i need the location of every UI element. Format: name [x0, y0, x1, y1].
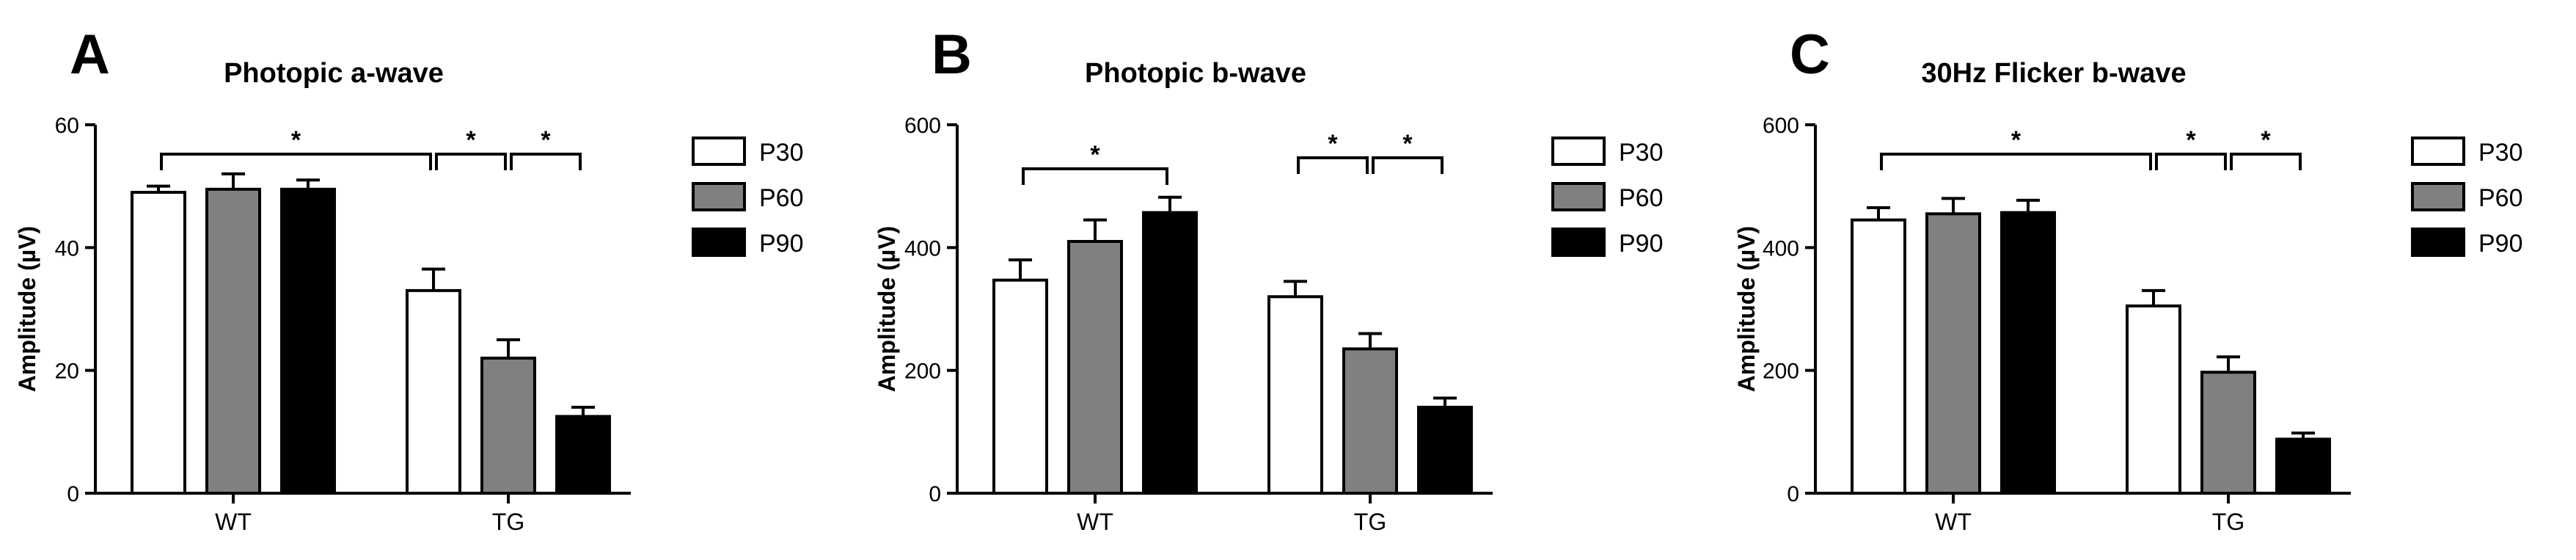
bar-wt-p60	[1067, 239, 1123, 495]
x-tick-label: TG	[492, 509, 524, 535]
panel-letter: B	[932, 23, 972, 86]
bar-tg-p60	[480, 356, 536, 495]
significance-bracket	[2155, 153, 2227, 170]
x-tick-label: WT	[215, 509, 252, 535]
legend-label-p30: P30	[759, 139, 804, 167]
x-tick-label: TG	[1354, 509, 1386, 535]
significance-star: *	[2186, 126, 2196, 154]
chart-title: Photopic a-wave	[224, 58, 444, 89]
bar-wt-p90	[280, 187, 336, 495]
legend-label-p60: P60	[1619, 184, 1664, 212]
significance-bracket	[510, 153, 582, 170]
bar-tg-p60	[1342, 347, 1398, 495]
y-tick-label: 0	[67, 482, 79, 506]
y-tick-label: 200	[1763, 360, 1799, 384]
bar-tg-p30	[1267, 295, 1323, 495]
panel-letter: C	[1790, 23, 1830, 86]
legend-label-p60: P60	[759, 184, 804, 212]
panel-a: A Photopic a-wave 0 20 40 60 Amplitude (µV) WT T…	[14, 23, 804, 535]
significance-bracket	[1022, 167, 1168, 185]
legend-swatch-p90	[2411, 228, 2465, 257]
significance-star: *	[291, 126, 301, 154]
x-tick-label: WT	[1077, 509, 1113, 535]
bar-wt-p30	[131, 191, 186, 495]
panel-c: C 30Hz Flicker b-wave 0 200 400 600 Amplitude …	[1733, 23, 2523, 535]
bar-tg-p90	[2275, 437, 2331, 495]
x-tick-label: TG	[2212, 509, 2244, 535]
legend-swatch-p30	[1551, 137, 1606, 166]
legend-label-p30: P30	[2478, 139, 2523, 167]
y-tick-label: 40	[55, 236, 79, 261]
bar-wt-p90	[2000, 211, 2056, 495]
significance-star: *	[2261, 126, 2271, 154]
significance-bracket	[160, 153, 432, 170]
legend-label-p90: P90	[1619, 230, 1664, 258]
significance-star: *	[541, 126, 551, 154]
x-tick-label: WT	[1935, 509, 1972, 535]
y-axis-label: Amplitude (µV)	[1733, 226, 1760, 392]
significance-bracket	[1297, 156, 1369, 174]
legend-swatch-p60	[692, 182, 746, 211]
legend-label-p60: P60	[2478, 184, 2523, 212]
significance-star: *	[466, 126, 476, 154]
panel-letter: A	[70, 23, 110, 86]
bar-wt-p90	[1142, 211, 1198, 495]
legend-swatch-p30	[692, 137, 746, 166]
y-tick-label: 200	[904, 360, 941, 384]
y-tick-label: 0	[1787, 482, 1799, 506]
legend-swatch-p90	[692, 228, 746, 257]
chart-title: 30Hz Flicker b-wave	[1921, 58, 2186, 89]
legend-swatch-p30	[2411, 137, 2465, 166]
y-tick-label: 60	[55, 114, 79, 138]
legend-swatch-p60	[1551, 182, 1606, 211]
chart-title: Photopic b-wave	[1085, 58, 1306, 89]
y-tick-label: 400	[904, 236, 941, 261]
bar-wt-p30	[992, 278, 1048, 495]
significance-star: *	[2011, 126, 2021, 154]
bar-wt-p30	[1851, 218, 1906, 495]
significance-bracket	[1880, 153, 2152, 170]
significance-star: *	[1090, 141, 1100, 169]
bar-tg-p60	[2200, 371, 2256, 495]
bar-tg-p30	[2126, 304, 2181, 495]
y-tick-label: 600	[904, 114, 941, 138]
legend-label-p90: P90	[759, 230, 804, 258]
y-tick-label: 0	[929, 482, 941, 506]
bar-wt-p60	[205, 187, 261, 495]
bar-wt-p60	[1925, 212, 1981, 495]
significance-star: *	[1402, 130, 1413, 158]
legend-label-p30: P30	[1619, 139, 1664, 167]
bar-tg-p30	[406, 288, 461, 495]
significance-bracket	[435, 153, 507, 170]
bar-tg-p90	[1417, 405, 1473, 495]
y-axis-label: Amplitude (µV)	[874, 226, 900, 392]
significance-bracket	[2230, 153, 2302, 170]
legend-swatch-p90	[1551, 228, 1606, 257]
y-tick-label: 400	[1763, 236, 1799, 261]
y-tick-label: 600	[1763, 114, 1799, 138]
bar-tg-p90	[555, 415, 611, 495]
legend-label-p90: P90	[2478, 230, 2523, 258]
y-tick-label: 20	[55, 360, 79, 384]
legend-swatch-p60	[2411, 182, 2465, 211]
significance-bracket	[1372, 156, 1443, 174]
panel-b: B Photopic b-wave 0 200 400 600 Amplitude (µV)…	[874, 23, 1664, 535]
y-axis-label: Amplitude (µV)	[14, 226, 40, 392]
significance-star: *	[1328, 130, 1338, 158]
